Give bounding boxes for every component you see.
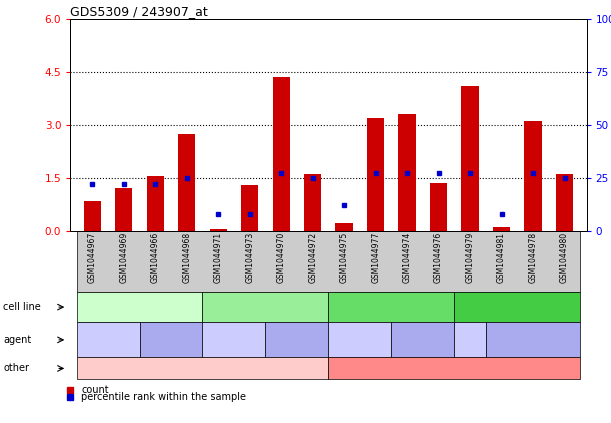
Text: Jeko-1: Jeko-1: [123, 302, 156, 312]
Text: agent: agent: [3, 335, 31, 345]
Text: control: control: [156, 335, 186, 344]
Text: control: control: [408, 335, 437, 344]
Text: Mino: Mino: [253, 302, 278, 312]
Text: sotrastaurin
n: sotrastaurin n: [208, 330, 259, 349]
Text: percentile rank within the sample: percentile rank within the sample: [81, 392, 246, 402]
Bar: [178, 134, 196, 231]
Bar: [115, 188, 133, 231]
Bar: [430, 183, 447, 231]
Text: sotrastaurin: sotrastaurin: [445, 335, 496, 344]
Bar: [335, 223, 353, 231]
Bar: [147, 176, 164, 231]
Bar: [398, 114, 415, 231]
Text: sotrastaurin-insensitive: sotrastaurin-insensitive: [393, 363, 516, 374]
Bar: [210, 229, 227, 231]
Bar: [84, 201, 101, 231]
Text: control: control: [518, 335, 547, 344]
Text: sotrastaurin-sensitive: sotrastaurin-sensitive: [145, 363, 259, 374]
Text: GDS5309 / 243907_at: GDS5309 / 243907_at: [70, 5, 208, 18]
Text: count: count: [81, 385, 109, 395]
Bar: [461, 86, 479, 231]
Text: Maver-1: Maver-1: [496, 302, 538, 312]
Text: sotrastaurin
n: sotrastaurin n: [82, 330, 133, 349]
Bar: [524, 121, 542, 231]
Text: control: control: [282, 335, 312, 344]
Bar: [304, 174, 321, 231]
Text: sotrastaurin
n: sotrastaurin n: [334, 330, 386, 349]
Bar: [556, 174, 573, 231]
Bar: [241, 185, 258, 231]
Text: other: other: [3, 363, 29, 374]
Text: cell line: cell line: [3, 302, 41, 312]
Bar: [273, 77, 290, 231]
Bar: [367, 118, 384, 231]
Text: Z138: Z138: [378, 302, 405, 312]
Bar: [493, 227, 510, 231]
